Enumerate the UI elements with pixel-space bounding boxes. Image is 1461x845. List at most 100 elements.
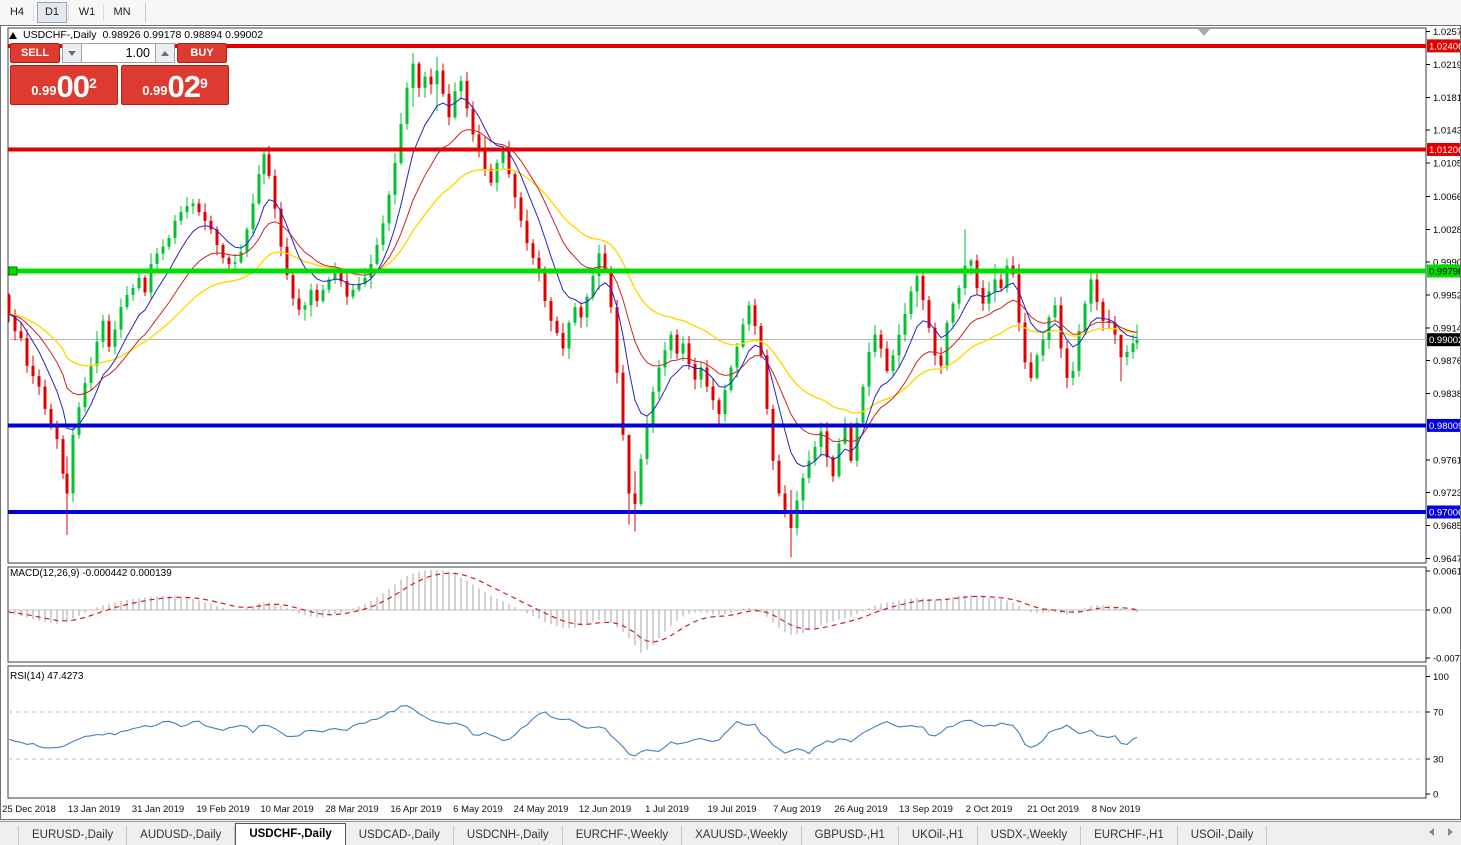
ohlc-values: 0.98926 0.99178 0.98894 0.99002 [102,29,264,41]
svg-text:0.00: 0.00 [1433,605,1452,616]
pane-frames [7,27,1427,799]
symbol-period-label: USDCHF-,Daily [23,29,97,41]
svg-text:31 Jan 2019: 31 Jan 2019 [132,804,184,815]
svg-text:1.00660: 1.00660 [1433,192,1460,203]
svg-text:100: 100 [1433,672,1449,683]
tab-usdchf-daily[interactable]: USDCHF-,Daily [235,823,346,845]
collapse-triangle-icon[interactable] [9,31,17,39]
sell-price-prefix: 0.99 [31,83,57,98]
rsi-name: RSI(14) [10,671,45,682]
buy-price-prefix: 0.99 [142,83,168,98]
svg-text:12 Jun 2019: 12 Jun 2019 [579,804,631,815]
buy-price-button[interactable]: 0.99 02 9 [121,65,229,105]
svg-text:13 Sep 2019: 13 Sep 2019 [899,804,953,815]
svg-text:1.01810: 1.01810 [1433,93,1460,104]
svg-text:0.99002: 0.99002 [1429,335,1460,346]
svg-text:2 Oct 2019: 2 Oct 2019 [966,804,1012,815]
svg-text:10 Mar 2019: 10 Mar 2019 [260,804,313,815]
tab-ukoil-h1[interactable]: UKOil-,H1 [899,826,978,845]
tabs-scroll-right-icon[interactable] [1448,828,1453,836]
toolbar-divider [145,3,146,22]
rsi-pane [8,705,1426,760]
sell-button[interactable]: SELL [10,43,60,63]
svg-text:8 Nov 2019: 8 Nov 2019 [1092,804,1141,815]
tab-gbpusd-h1[interactable]: GBPUSD-,H1 [802,826,899,845]
svg-text:0.98009: 0.98009 [1429,421,1460,432]
tab-eurchf-h1[interactable]: EURCHF-,H1 [1081,826,1178,845]
svg-text:13 Jan 2019: 13 Jan 2019 [68,804,120,815]
svg-text:1.02190: 1.02190 [1433,60,1460,71]
svg-text:25 Dec 2018: 25 Dec 2018 [2,804,56,815]
tab-usdcnh-daily[interactable]: USDCNH-,Daily [454,826,563,845]
tab-usoil-daily[interactable]: USOil-,Daily [1178,826,1268,845]
timeframe-button-d1[interactable]: D1 [37,2,67,23]
volume-increase-button[interactable] [155,43,175,63]
tab-usdx-weekly[interactable]: USDX-,Weekly [978,826,1082,845]
sell-price-main: 00 [56,69,90,104]
date-axis: 25 Dec 2018 13 Jan 2019 31 Jan 2019 19 Feb … [2,804,1140,815]
macd-indicator-label: MACD(12,26,9) -0.000442 0.000139 [10,568,172,579]
svg-text:0.96470: 0.96470 [1433,554,1460,565]
tab-eurusd-daily[interactable]: EURUSD-,Daily [18,826,128,845]
tab-eurchf-weekly[interactable]: EURCHF-,Weekly [563,826,683,845]
chart-window: 1.02570 1.02190 1.01810 1.01430 1.01050 1.006… [0,25,1461,820]
tab-audusd-daily[interactable]: AUDUSD-,Daily [127,826,236,845]
svg-text:1.02406: 1.02406 [1429,41,1460,52]
chart-tab-bar: EURUSD-,Daily AUDUSD-,Daily USDCHF-,Daily U… [0,821,1461,845]
horizontal-level-lines[interactable] [8,43,1426,514]
separator [68,4,69,21]
timeframe-button-mn[interactable]: MN [113,6,131,18]
timeframe-buttons: H4 D1 W1 MN [0,2,137,23]
sell-price-button[interactable]: 0.99 00 2 [10,65,118,105]
buy-button[interactable]: BUY [177,43,227,63]
svg-text:0.97006: 0.97006 [1429,507,1460,518]
separator [33,4,34,21]
svg-text:1.01206: 1.01206 [1429,145,1460,156]
level-price-badge-1.01206: 1.01206 [1427,142,1460,156]
svg-text:16 Apr 2019: 16 Apr 2019 [390,804,441,815]
svg-text:28 Mar 2019: 28 Mar 2019 [325,804,378,815]
tab-usdcad-daily[interactable]: USDCAD-,Daily [346,826,454,845]
svg-text:30: 30 [1433,754,1444,765]
svg-text:-0.00761: -0.00761 [1433,654,1460,665]
price-axis: 1.02570 1.02190 1.01810 1.01430 1.01050 1.006… [1426,27,1460,801]
macd-current-values: -0.000442 0.000139 [82,568,172,579]
sell-price-pip: 2 [89,75,97,91]
macd-name: MACD(12,26,9) [10,568,80,579]
tab-xauusd-weekly[interactable]: XAUUSD-,Weekly [682,826,802,845]
tab-scroll-arrows [1429,828,1453,836]
svg-text:1.02570: 1.02570 [1433,27,1460,38]
macd-signal-line [8,572,1138,643]
macd-pane [8,569,1426,653]
svg-text:7 Aug 2019: 7 Aug 2019 [773,804,821,815]
tabs-scroll-left-icon[interactable] [1429,828,1434,836]
buy-price-pip: 9 [200,75,208,91]
volume-decrease-button[interactable] [62,43,82,63]
svg-text:19 Feb 2019: 19 Feb 2019 [196,804,249,815]
svg-text:1.01050: 1.01050 [1433,158,1460,169]
svg-text:26 Aug 2019: 26 Aug 2019 [834,804,887,815]
timeframe-button-w1[interactable]: W1 [78,6,96,18]
volume-input[interactable] [82,43,155,63]
timeframe-button-h4[interactable]: H4 [9,6,25,18]
svg-text:19 Jul 2019: 19 Jul 2019 [707,804,756,815]
svg-text:1.01430: 1.01430 [1433,126,1460,137]
svg-text:70: 70 [1433,707,1444,718]
ma-medium-red [8,129,1138,443]
svg-text:0.99798: 0.99798 [1429,266,1460,277]
level-price-badge-1.02406: 1.02406 [1427,39,1460,53]
moving-averages [8,97,1138,468]
chart-canvas[interactable]: 1.02570 1.02190 1.01810 1.01430 1.01050 1.006… [1,26,1460,819]
chevron-up-icon [161,50,169,56]
chart-shift-marker-icon[interactable] [1198,29,1210,36]
